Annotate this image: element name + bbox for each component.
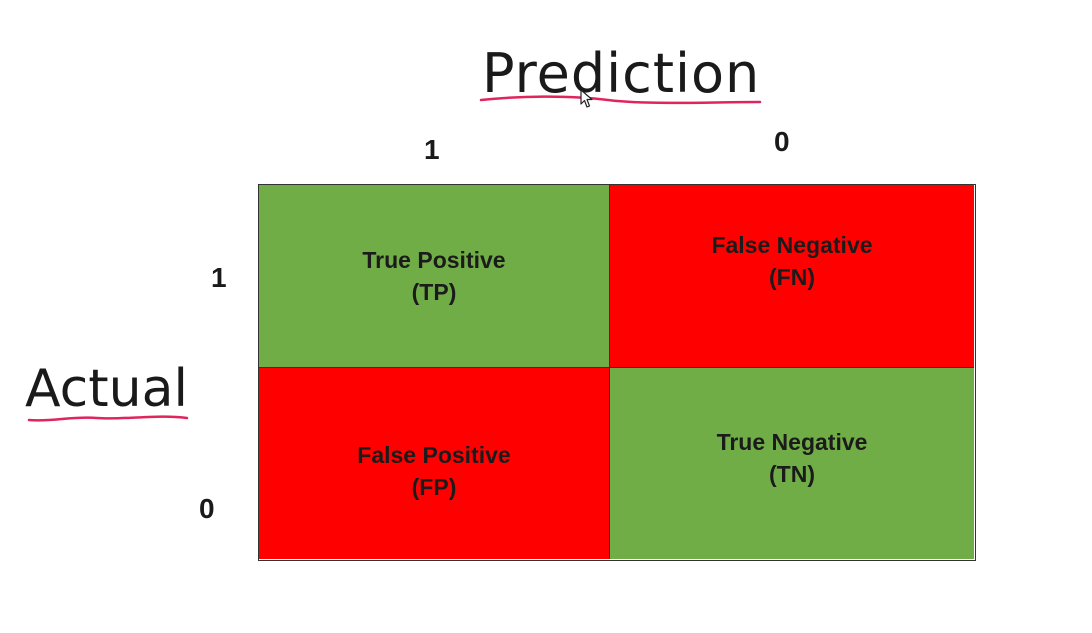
true-positive-abbr: (TP) <box>411 279 457 305</box>
true-negative-title: True Negative <box>716 428 868 455</box>
true-positive-cell: True Positive (TP) <box>259 185 610 368</box>
false-negative-cell: False Negative (FN) <box>610 185 974 368</box>
false-positive-cell: False Positive (FP) <box>259 368 610 559</box>
prediction-heading: Prediction <box>482 42 761 105</box>
prediction-positive-label: 1 <box>424 134 440 165</box>
true-positive-title: True Positive <box>362 247 506 273</box>
actual-positive-label: 1 <box>211 262 227 293</box>
true-negative-cell: True Negative (TN) <box>610 368 974 559</box>
prediction-negative-label: 0 <box>774 126 790 157</box>
actual-heading: Actual <box>25 359 188 419</box>
actual-underline-annotation <box>27 415 189 422</box>
false-negative-title: False Negative <box>711 232 873 258</box>
false-negative-abbr: (FN) <box>769 264 815 290</box>
prediction-underline-annotation <box>479 95 762 105</box>
false-positive-title: False Positive <box>357 441 511 468</box>
confusion-matrix: True Positive (TP) False Negative (FN) F… <box>258 184 976 561</box>
actual-negative-label: 0 <box>199 493 215 524</box>
false-positive-abbr: (FP) <box>411 473 457 500</box>
mouse-pointer-icon <box>580 89 593 108</box>
true-negative-abbr: (TN) <box>769 460 815 487</box>
